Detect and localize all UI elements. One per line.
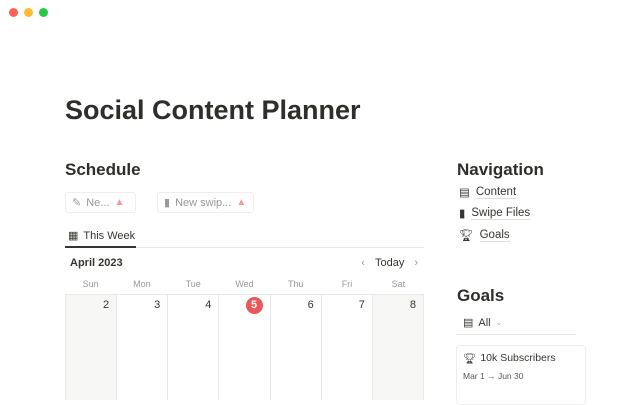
day-cell[interactable]: 7 xyxy=(322,295,373,400)
weekday: Tue xyxy=(185,279,201,289)
new-content-button[interactable]: ✎ Ne... ▲ xyxy=(65,192,136,213)
layout-icon: ▤ xyxy=(459,187,470,199)
weekday: Fri xyxy=(341,279,353,289)
link-label: Swipe Files xyxy=(471,206,531,220)
calendar-nav: ‹ Today › xyxy=(361,257,418,269)
weekday: Wed xyxy=(235,279,254,289)
weekday: Mon xyxy=(133,279,151,289)
button-label: New swip... xyxy=(175,196,232,209)
weekday: Sun xyxy=(82,279,99,289)
chevron-down-icon: ⌄ xyxy=(495,318,503,327)
date: 6 xyxy=(307,299,314,311)
page-title: Social Content Planner xyxy=(65,95,361,125)
minimize-button[interactable] xyxy=(24,8,33,17)
date: 4 xyxy=(205,299,212,311)
view-label: All xyxy=(478,316,491,329)
date: 2 xyxy=(103,299,110,311)
day-cell[interactable]: 6 xyxy=(271,295,322,400)
nav-link-content[interactable]: ▤ Content xyxy=(459,185,517,199)
date: 7 xyxy=(358,299,365,311)
weekday-header: Sun Mon Tue Wed Thu Fri Sat xyxy=(65,279,424,289)
button-label: Ne... xyxy=(86,196,110,209)
link-label: Goals xyxy=(479,228,510,242)
bookmark-icon: ▮ xyxy=(459,208,466,220)
close-button[interactable] xyxy=(9,8,18,17)
nav-link-swipe-files[interactable]: ▮ Swipe Files xyxy=(459,206,531,220)
divider xyxy=(65,247,424,248)
weekday: Sat xyxy=(391,279,406,289)
goals-heading: Goals xyxy=(457,286,505,305)
compose-icon: ✎ xyxy=(72,197,82,209)
day-cell[interactable]: 2 xyxy=(65,295,118,400)
bookmark-icon: ▮ xyxy=(164,197,171,209)
goal-dates: Mar 1 → Jun 30 xyxy=(463,371,524,381)
divider xyxy=(456,334,576,335)
tab-this-week[interactable]: ▦ This Week xyxy=(68,229,136,243)
calendar-grid: 2 3 4 5 6 7 8 xyxy=(65,294,424,400)
warning-icon: ▲ xyxy=(236,197,247,208)
trophy-icon: 🏆︎ xyxy=(459,230,474,242)
day-cell[interactable]: 5 xyxy=(219,295,271,400)
goal-name: 10k Subscribers xyxy=(480,352,556,364)
chevron-left-icon[interactable]: ‹ xyxy=(361,257,365,269)
chevron-right-icon[interactable]: › xyxy=(414,257,418,269)
today-date: 5 xyxy=(245,297,263,314)
nav-link-goals[interactable]: 🏆︎ Goals xyxy=(459,228,510,242)
navigation-heading: Navigation xyxy=(457,160,544,179)
schedule-heading: Schedule xyxy=(65,160,141,179)
archive-icon: ▤ xyxy=(463,317,474,329)
day-cell[interactable]: 4 xyxy=(168,295,220,400)
goal-card[interactable]: 🏆︎ 10k Subscribers Mar 1 → Jun 30 xyxy=(456,345,586,405)
weekday: Thu xyxy=(288,279,304,289)
tab-indicator xyxy=(65,246,136,248)
window-controls xyxy=(9,8,48,17)
today-button[interactable]: Today xyxy=(374,257,405,269)
day-cell[interactable]: 8 xyxy=(372,295,424,400)
new-swipe-button[interactable]: ▮ New swip... ▲ xyxy=(157,192,254,213)
warning-icon: ▲ xyxy=(114,197,125,208)
tab-label: This Week xyxy=(83,229,136,242)
link-label: Content xyxy=(475,185,517,199)
day-cell[interactable]: 3 xyxy=(117,295,169,400)
month-label: April 2023 xyxy=(70,257,123,269)
view-selector[interactable]: ▤ All ⌄ xyxy=(463,316,503,330)
trophy-icon: 🏆︎ xyxy=(463,353,477,365)
date: 8 xyxy=(409,299,416,311)
calendar-icon: ▦ xyxy=(68,230,79,242)
zoom-button[interactable] xyxy=(39,8,48,17)
date: 3 xyxy=(154,299,161,311)
